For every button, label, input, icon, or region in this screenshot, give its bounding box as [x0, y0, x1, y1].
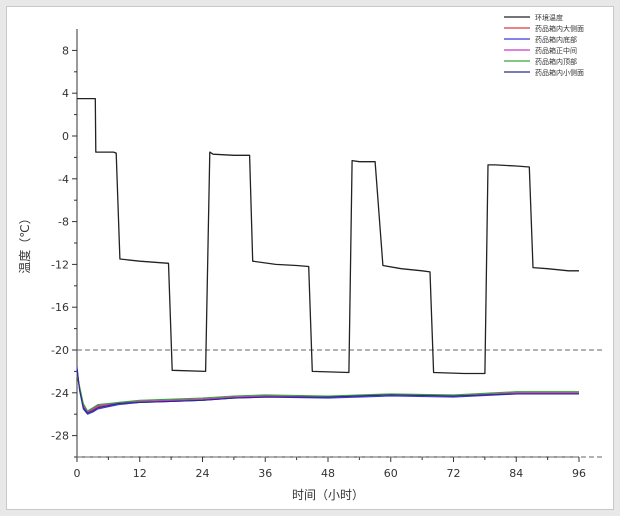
- x-tick-label: 60: [384, 467, 398, 480]
- x-tick-label: 48: [321, 467, 335, 480]
- y-tick-label: -16: [51, 301, 69, 314]
- y-tick-label: 8: [62, 44, 69, 57]
- y-tick-label: 0: [62, 130, 69, 143]
- x-tick-label: 72: [447, 467, 461, 480]
- series-line-3: [76, 366, 579, 415]
- x-tick-label: 12: [133, 467, 147, 480]
- y-tick-label: -12: [51, 258, 69, 271]
- y-tick-label: -20: [51, 344, 69, 357]
- x-tick-label: 36: [258, 467, 272, 480]
- legend-label-3: 药品箱内底部: [535, 35, 577, 44]
- series-line-5: [76, 375, 579, 412]
- y-tick-label: -24: [51, 387, 69, 400]
- chart-frame: 8 4 0 -4 -8 -12 -16 -20 -24 -28 0 12 24 36 48 60 72 84 96 …: [6, 6, 614, 510]
- y-tick-label: -4: [58, 173, 69, 186]
- legend-label-2: 药品箱内大侧面: [535, 24, 584, 33]
- temperature-chart: 840-4-8-12-16-20-24-280 12 24 36 48 60 72 84 96 …: [17, 13, 603, 502]
- legend-label-4: 药品箱正中间: [535, 46, 577, 55]
- y-tick-label: -28: [51, 430, 69, 443]
- series-line-1: [77, 97, 579, 375]
- legend-label-6: 药品箱内小侧面: [535, 68, 584, 77]
- y-tick-label: -8: [58, 216, 69, 229]
- x-tick-label: 84: [509, 467, 523, 480]
- legend-label-5: 药品箱内顶部: [535, 57, 577, 66]
- x-tick-label: 96: [572, 467, 586, 480]
- x-tick-label: 24: [196, 467, 210, 480]
- legend-label-1: 环境温度: [535, 13, 563, 22]
- reference-lines: [77, 349, 603, 458]
- x-axis-label: 时间（小时）: [292, 488, 364, 502]
- x-tick-label: 0: [74, 467, 81, 480]
- y-axis-label: 温度（℃）: [17, 212, 32, 273]
- series-lines: [76, 97, 579, 415]
- series-line-6: [76, 369, 579, 414]
- y-tick-label: 4: [62, 87, 69, 100]
- axes: 840-4-8-12-16-20-24-280 12 24 36 48 60 72 84 96: [51, 29, 586, 480]
